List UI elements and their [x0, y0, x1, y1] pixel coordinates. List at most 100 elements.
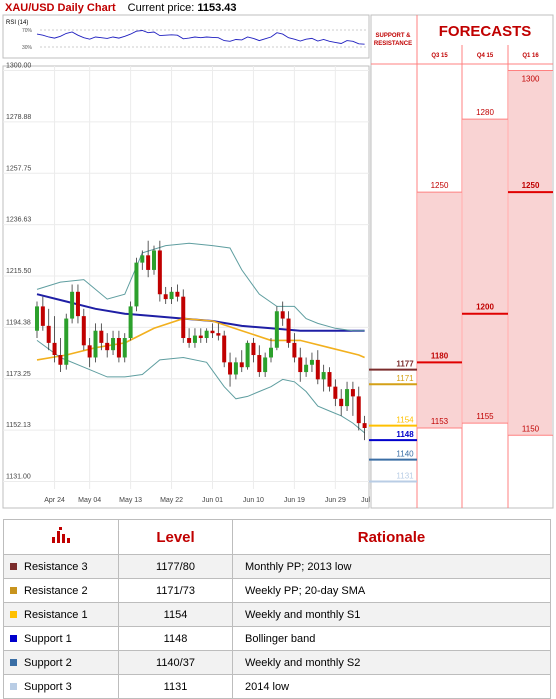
chart-area: RSI (14) 70% 30% 1131.001152.131173.2511… — [2, 14, 554, 509]
grid — [3, 66, 371, 489]
rationale-text: Monthly PP; 2013 low — [232, 554, 551, 579]
level-name: Resistance 1 — [24, 608, 88, 621]
table-row: Support 1 1148 Bollinger band — [3, 626, 551, 651]
table-row: Support 3 1131 2014 low — [3, 674, 551, 699]
candle-body — [93, 330, 98, 358]
forecast-value: 1155 — [476, 412, 494, 421]
candle-body — [152, 250, 156, 270]
rationale-text: Bollinger band — [232, 626, 551, 651]
level-name-cell: Resistance 2 — [3, 578, 119, 603]
level-name: Resistance 3 — [24, 560, 88, 573]
candle-body — [269, 347, 273, 358]
candle-body — [304, 364, 309, 373]
candle-body — [263, 357, 268, 373]
forecast-value: 1300 — [522, 75, 540, 84]
x-axis: Apr 24 May 04 May 13 May 22 Jun 01 Jun 10 Jun … — [44, 497, 380, 504]
forecast-value: 1280 — [476, 108, 494, 117]
candle-body — [99, 330, 104, 343]
candle-body — [52, 342, 57, 356]
forecast-value: 1180 — [431, 351, 449, 360]
y-tick-label: 1152.13 — [6, 422, 31, 429]
forecast-value: 1250 — [431, 181, 449, 190]
candle-body — [251, 342, 256, 356]
candle-body — [210, 330, 215, 334]
candle-body — [157, 250, 162, 295]
rationale-header: Rationale — [232, 519, 551, 555]
candle-body — [350, 389, 355, 397]
level-header: Level — [118, 519, 233, 555]
level-name: Support 2 — [24, 656, 72, 669]
candle-body — [239, 362, 244, 368]
sr-label-line1: SUPPORT & — [375, 33, 411, 39]
level-name: Support 1 — [24, 632, 72, 645]
candle-body — [327, 372, 332, 387]
candle-body — [111, 338, 116, 351]
y-axis: 1131.00 1152.13 1173.25 1194.38 1215.50 1236.… — [6, 63, 31, 481]
price-label: Current price: — [127, 2, 195, 14]
color-swatch — [10, 611, 17, 619]
candle-body — [175, 291, 180, 297]
y-tick-label: 1236.63 — [6, 217, 31, 224]
candle-body — [222, 335, 227, 363]
candle-body — [292, 342, 297, 358]
sr-level-value: 1177 — [396, 360, 414, 369]
price-panel — [2, 65, 370, 509]
candle-body — [245, 342, 250, 368]
series-line — [36, 242, 365, 332]
candle-body — [35, 306, 39, 331]
level-value: 1171/73 — [118, 578, 233, 603]
table-row: Support 2 1140/37 Weekly and monthly S2 — [3, 650, 551, 675]
price-value: 1153.43 — [197, 2, 237, 14]
candle-body — [315, 359, 320, 380]
candle-body — [298, 357, 303, 373]
y-tick-label: 1300.00 — [6, 63, 31, 70]
levels-table: Level Rationale Resistance 3 1177/80 Month… — [3, 519, 551, 699]
candle-body — [257, 355, 262, 373]
level-name-cell: Support 1 — [3, 626, 119, 651]
rationale-text: Weekly and monthly S1 — [232, 602, 551, 627]
y-tick-label: 1173.25 — [6, 371, 31, 378]
level-value: 1154 — [118, 602, 233, 627]
sr-level-value: 1171 — [396, 374, 414, 383]
forecast-col-header: Q3 15 — [431, 53, 448, 59]
candle-body — [75, 291, 80, 317]
table-row: Resistance 3 1177/80 Monthly PP; 2013 low — [3, 554, 551, 579]
x-tick-label: Jun 10 — [243, 497, 264, 504]
x-tick-label: Jun 01 — [202, 497, 223, 504]
candle-body — [122, 338, 127, 358]
chart-header: XAU/USD Daily Chart Current price: 1153.4… — [5, 2, 237, 14]
candle-body — [286, 318, 291, 343]
forecast-value: 1153 — [431, 417, 449, 426]
forecast-range — [463, 119, 507, 424]
candle-body — [169, 291, 174, 300]
rsi-level-70: 70% — [22, 28, 33, 34]
level-value: 1140/37 — [118, 650, 233, 675]
level-name-cell: Support 3 — [3, 674, 119, 699]
candle-body — [163, 294, 168, 300]
candle-body — [345, 389, 350, 407]
rationale-text: Weekly PP; 20-day SMA — [232, 578, 551, 603]
forecasts-title: FORECASTS — [439, 23, 532, 40]
candle-body — [146, 255, 151, 270]
candle-body — [192, 335, 197, 343]
table-row: Resistance 1 1154 Weekly and monthly S1 — [3, 602, 551, 627]
x-tick-label: Apr 24 — [44, 497, 65, 504]
color-swatch — [10, 635, 17, 643]
level-value: 1148 — [118, 626, 233, 651]
sr-level-value: 1148 — [396, 430, 414, 439]
chart-title: XAU/USD Daily Chart — [5, 2, 116, 14]
candle-body — [87, 345, 92, 358]
candle-body — [216, 333, 221, 336]
candle-body — [228, 362, 233, 375]
sr-level-value: 1140 — [396, 450, 414, 459]
forecast-value: 1150 — [522, 424, 540, 433]
level-name: Support 3 — [24, 680, 72, 693]
candle-body — [356, 396, 361, 424]
rsi-line — [36, 29, 366, 48]
series-line — [36, 339, 365, 434]
candle-body — [58, 355, 63, 365]
rationale-text: Weekly and monthly S2 — [232, 650, 551, 675]
rsi-polyline — [36, 30, 365, 45]
y-tick-label: 1194.38 — [6, 319, 31, 326]
candle-body — [204, 330, 209, 339]
